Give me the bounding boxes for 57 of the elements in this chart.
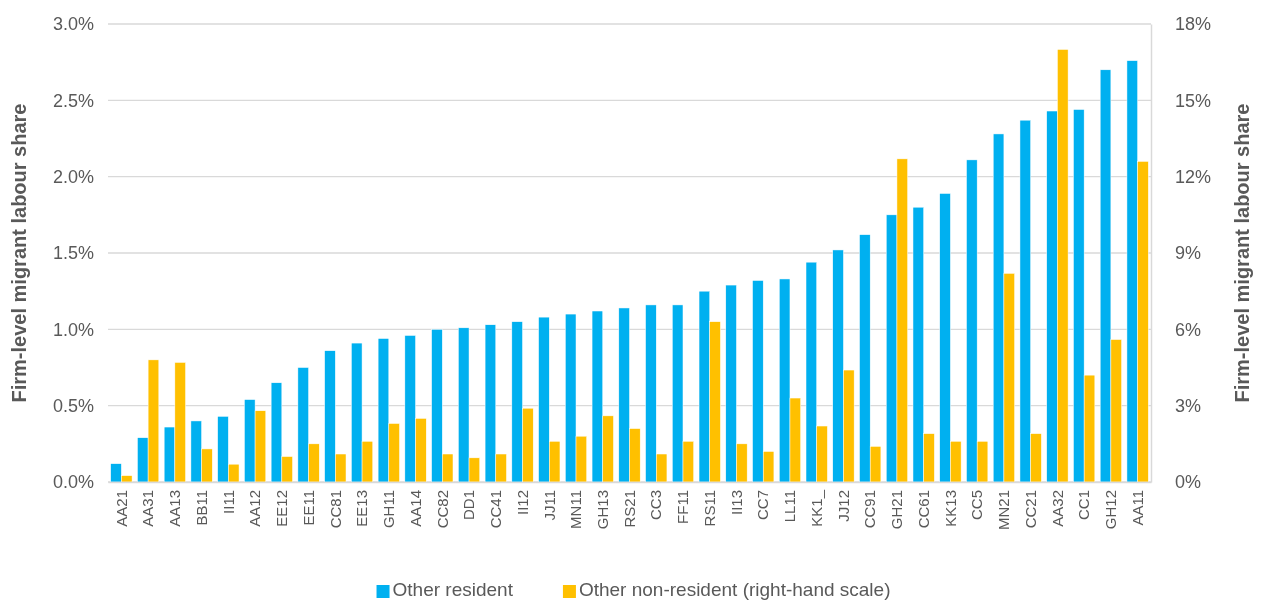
x-tick-label: GH21 [888,490,906,530]
x-tick-label: CC61 [914,490,932,529]
x-tick-label: II13 [727,490,745,516]
x-tick-label: JJ11 [540,490,558,521]
x-tick-label: EE13 [353,490,371,527]
x-tick-label: AA21 [112,490,130,527]
x-tick-label: AA14 [406,490,424,527]
x-tick-label: AA32 [1048,490,1066,527]
y-tick-label: 2.5% [52,90,94,111]
y2-tick-label: 9% [1175,243,1202,264]
x-tick-label: AA31 [139,490,157,527]
y-tick-label: 0.5% [52,395,94,416]
y-tick-label: 2.0% [52,166,94,187]
y2-tick-label: 6% [1175,319,1202,340]
x-tick-label: CC1 [1075,490,1093,521]
x-tick-label: CC82 [433,490,451,529]
x-tick-label: LL11 [781,490,799,523]
x-tick-label: FF11 [674,490,692,524]
x-tick-label: AA11 [1128,490,1146,526]
x-tick-label: CC81 [326,490,344,529]
y2-tick-label: 18% [1175,14,1212,35]
legend-label: Other resident [392,579,514,600]
x-tick-label: II12 [513,490,531,516]
x-tick-label: CC5 [968,490,986,521]
x-tick-label: AA13 [166,490,184,527]
x-tick-label: CC41 [487,490,505,529]
x-tick-label: GH13 [594,490,612,530]
y2-tick-label: 12% [1175,166,1212,187]
x-tick-label: MN11 [567,490,585,529]
legend-label: Other non-resident (right-hand scale) [578,579,891,600]
x-tick-label: KK1_ [807,489,825,527]
y-tick-label: 1.5% [52,243,94,264]
y2-tick-label: 15% [1175,90,1212,111]
x-tick-label: EE12 [273,490,291,527]
y-tick-label: 0.0% [52,472,94,493]
y2-axis-title: Firm-level migrant labour share [1231,103,1253,403]
x-tick-label: CC21 [1021,490,1039,529]
x-tick-label: RS21 [620,490,638,528]
x-tick-label: CC91 [861,490,879,529]
x-tick-label: CC7 [754,490,772,521]
x-tick-label: MN21 [995,490,1013,531]
x-tick-label: RS11 [700,490,718,527]
x-tick-label: BB11 [192,490,210,526]
x-tick-label: II11 [219,490,237,514]
x-tick-label: DD1 [460,490,478,521]
y2-tick-label: 0% [1175,472,1202,493]
y-tick-label: 1.0% [52,319,94,340]
y2-tick-label: 3% [1175,395,1202,416]
x-tick-label: GH11 [380,490,398,529]
y-axis-title: Firm-level migrant labour share [8,103,30,403]
x-tick-label: CC3 [647,490,665,521]
x-tick-label: EE11 [299,490,317,526]
x-tick-label: GH12 [1102,490,1120,530]
y-tick-label: 3.0% [52,14,94,35]
x-tick-label: JJ12 [834,490,852,522]
x-tick-label: AA12 [246,490,264,527]
x-tick-label: KK13 [941,490,959,527]
